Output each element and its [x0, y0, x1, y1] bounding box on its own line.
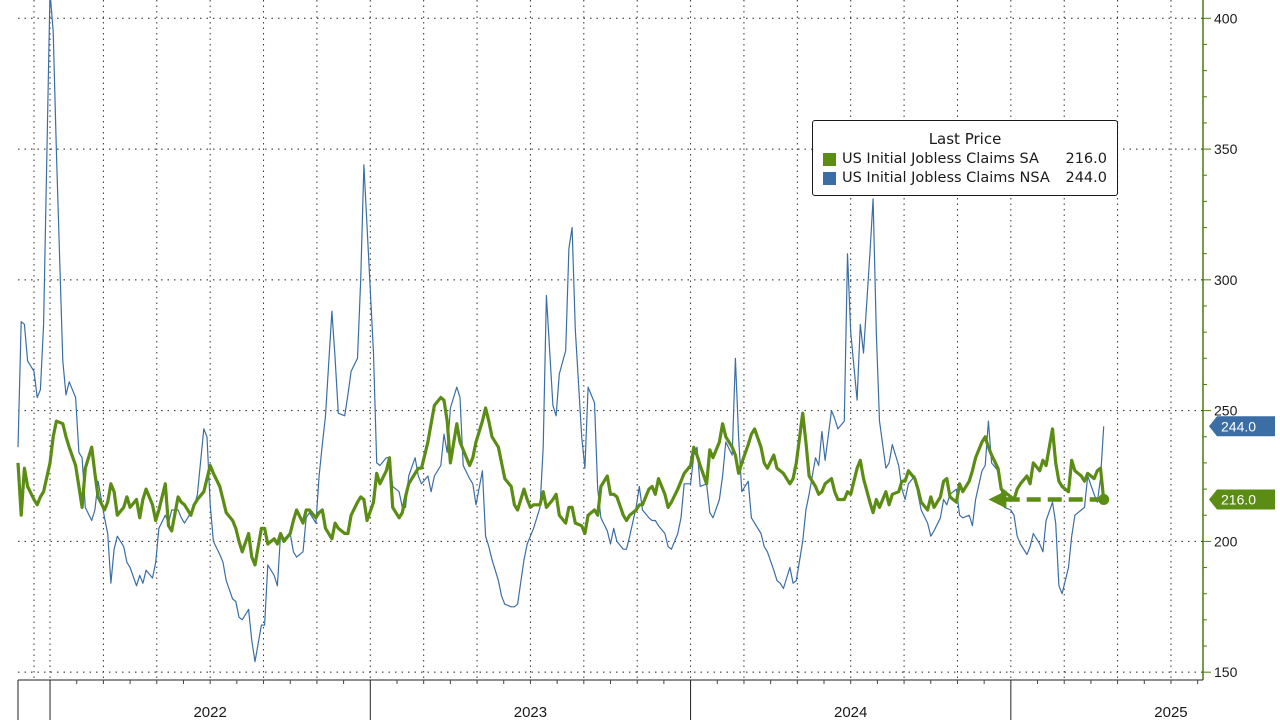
legend-entry-sa: US Initial Jobless Claims SA 216.0 — [823, 150, 1107, 169]
y-tick-label: 150 — [1214, 664, 1238, 680]
x-axis-years: 2022 2023 2024 2025 — [17, 679, 1203, 720]
series-line-sa — [16, 395, 1106, 567]
y-tick-label: 400 — [1214, 10, 1238, 26]
last-value-label-nsa: 244.0 — [1221, 418, 1256, 434]
year-label: 2022 — [193, 704, 226, 720]
legend-value-sa: 216.0 — [1065, 151, 1107, 167]
series-lines — [16, 0, 1106, 663]
plot-area — [18, 0, 1203, 680]
legend-value-nsa: 244.0 — [1065, 170, 1107, 186]
legend: Last Price US Initial Jobless Claims SA … — [812, 120, 1118, 196]
arrow-origin-dot — [1098, 494, 1110, 506]
y-tick-label: 300 — [1214, 272, 1238, 288]
y-tick-label: 200 — [1214, 533, 1238, 549]
legend-name-nsa: US Initial Jobless Claims NSA — [842, 170, 1050, 186]
year-label: 2025 — [1154, 704, 1187, 720]
y-tick-label: 350 — [1214, 141, 1238, 157]
plot-background — [18, 0, 1203, 680]
vertical-gridlines — [33, 0, 1172, 680]
legend-entry-nsa: US Initial Jobless Claims NSA 244.0 — [823, 169, 1107, 188]
legend-swatch-nsa — [823, 172, 836, 185]
y-axis-right: 150 200 250 300 350 400 216.0 244.0 — [1202, 0, 1275, 680]
last-value-label-sa: 216.0 — [1221, 492, 1256, 508]
last-price-arrow — [988, 490, 1110, 509]
arrow-head — [988, 490, 1007, 509]
last-value-tag-sa — [1209, 489, 1275, 510]
legend-name-sa: US Initial Jobless Claims SA — [842, 151, 1039, 167]
legend-swatch-sa — [823, 153, 836, 166]
year-label: 2023 — [514, 704, 547, 720]
legend-title: Last Price — [928, 130, 1002, 148]
year-label: 2024 — [834, 704, 867, 720]
last-value-tag-nsa — [1209, 416, 1275, 437]
y-tick-label: 250 — [1214, 403, 1238, 419]
